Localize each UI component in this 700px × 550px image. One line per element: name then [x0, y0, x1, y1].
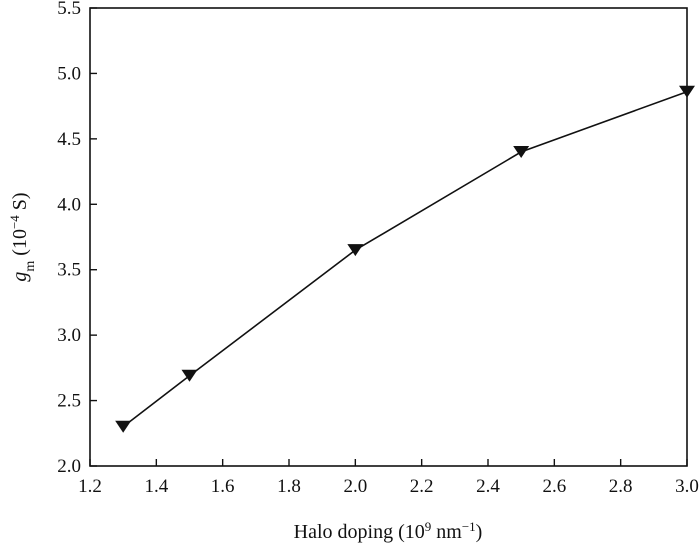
y-tick-label: 2.0: [57, 456, 81, 477]
data-point-marker: [115, 420, 132, 433]
x-axis-title-main: Halo doping (10: [294, 521, 425, 543]
y-axis-title-symbol: g: [9, 272, 31, 282]
y-tick-label: 4.0: [57, 194, 81, 215]
data-point-marker: [679, 85, 695, 98]
x-tick-label: 2.0: [343, 476, 367, 497]
plot-frame: [89, 7, 688, 467]
y-axis-title-end: S): [9, 192, 31, 215]
y-tick-label: 2.5: [57, 391, 81, 412]
x-tick-label: 3.0: [675, 476, 699, 497]
x-tick-label: 1.4: [144, 476, 168, 497]
data-point-marker: [513, 145, 530, 158]
x-tick-label: 2.2: [410, 476, 434, 497]
y-tick-label: 5.5: [57, 0, 81, 19]
y-tick-label: 4.5: [57, 129, 81, 150]
x-axis-title-unit: nm: [431, 521, 462, 543]
x-tick-label: 2.6: [542, 476, 566, 497]
y-tick-label: 3.0: [57, 325, 81, 346]
data-markers: [115, 85, 695, 433]
x-axis-title-end: ): [476, 521, 483, 543]
y-axis-title: gm (10−4 S): [7, 192, 38, 281]
x-axis: 1.2 1.4 1.6 1.8 2.0 2.2 2.4 2.6 2.8 3.0: [78, 459, 699, 497]
series-line: [122, 90, 688, 428]
x-axis-title-exponent: 9: [425, 519, 432, 534]
x-tick-label: 2.4: [476, 476, 500, 497]
y-tick-label: 3.5: [57, 260, 81, 281]
data-point-marker: [347, 244, 364, 257]
x-tick-label: 1.8: [277, 476, 301, 497]
y-axis-title-subscript: m: [23, 261, 38, 272]
x-tick-label: 1.6: [211, 476, 235, 497]
y-tick-label: 5.0: [57, 63, 81, 84]
y-axis-title-unit: (10: [9, 229, 31, 261]
x-axis-title-unit-exponent: −1: [462, 519, 476, 534]
y-axis: 2.0 2.5 3.0 3.5 4.0 4.5 5.0 5.5: [57, 0, 97, 477]
y-axis-title-exponent: −4: [7, 215, 22, 229]
data-point-marker: [181, 369, 198, 382]
x-tick-label: 1.2: [78, 476, 102, 497]
x-axis-title: Halo doping (109 nm−1): [294, 519, 483, 544]
x-tick-label: 2.8: [609, 476, 633, 497]
